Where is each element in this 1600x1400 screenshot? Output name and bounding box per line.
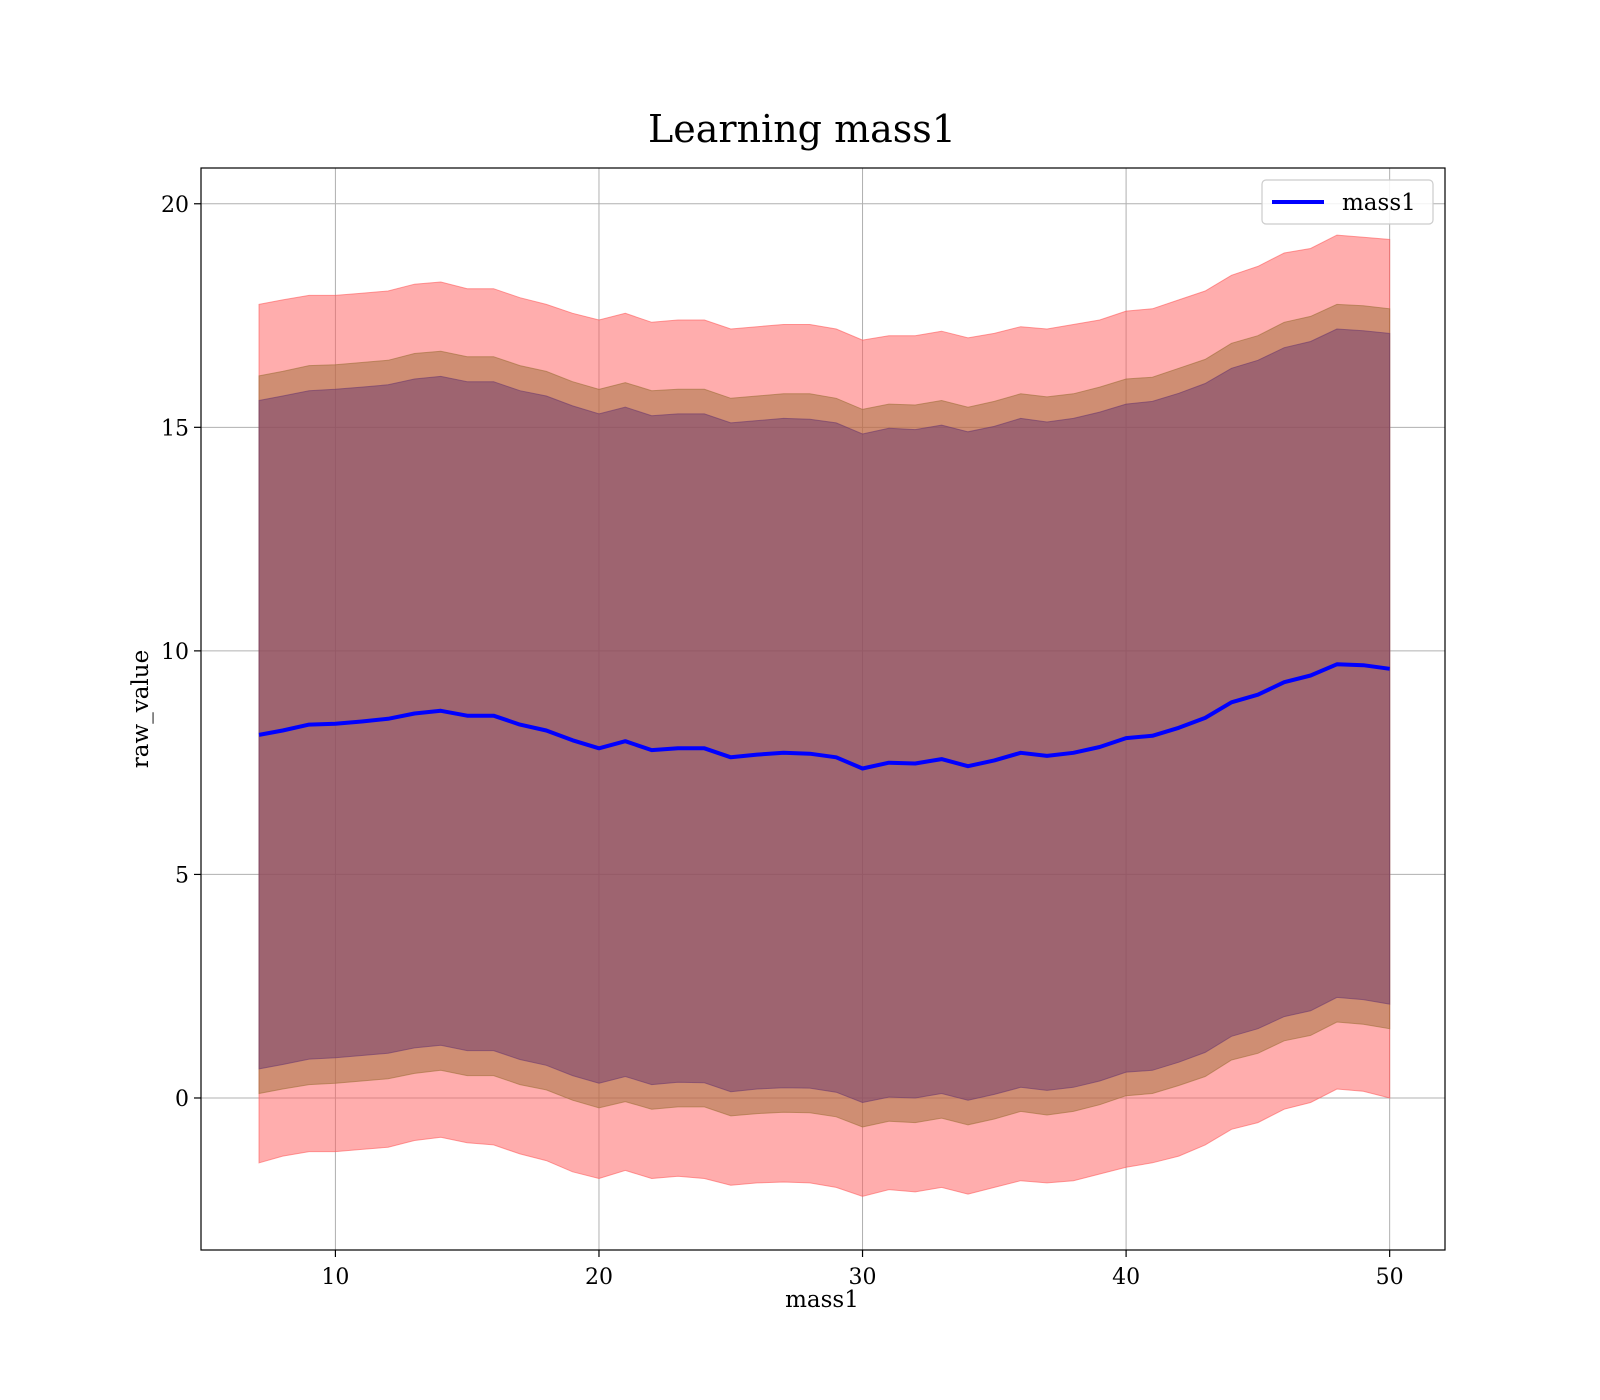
y-axis-label: raw_value <box>128 650 154 768</box>
axis-ticks: 10 20 30 40 50 0 5 10 15 20 <box>161 193 1404 1290</box>
x-tick-label: 50 <box>1376 1265 1404 1290</box>
series-lines <box>258 662 1390 771</box>
confidence-bands <box>258 234 1391 1197</box>
x-tick-label: 40 <box>1112 1265 1140 1290</box>
legend: mass1 <box>1261 179 1434 225</box>
plot-area-frame <box>200 167 1446 1251</box>
series-line-mass1 <box>258 662 1390 771</box>
y-tick-label: 10 <box>161 640 189 665</box>
x-tick-label: 30 <box>849 1265 877 1290</box>
legend-box <box>1261 179 1434 225</box>
y-tick-label: 15 <box>161 416 189 441</box>
x-axis-label: mass1 <box>785 1287 859 1313</box>
x-tick-label: 20 <box>585 1265 613 1290</box>
chart-title: Learning mass1 <box>648 107 956 151</box>
y-tick-label: 5 <box>175 863 189 888</box>
y-tick-label: 0 <box>175 1087 189 1112</box>
legend-label-mass1: mass1 <box>1342 190 1416 216</box>
band-inner <box>258 328 1391 1104</box>
y-tick-label: 20 <box>161 193 189 218</box>
x-tick-label: 10 <box>321 1265 349 1290</box>
